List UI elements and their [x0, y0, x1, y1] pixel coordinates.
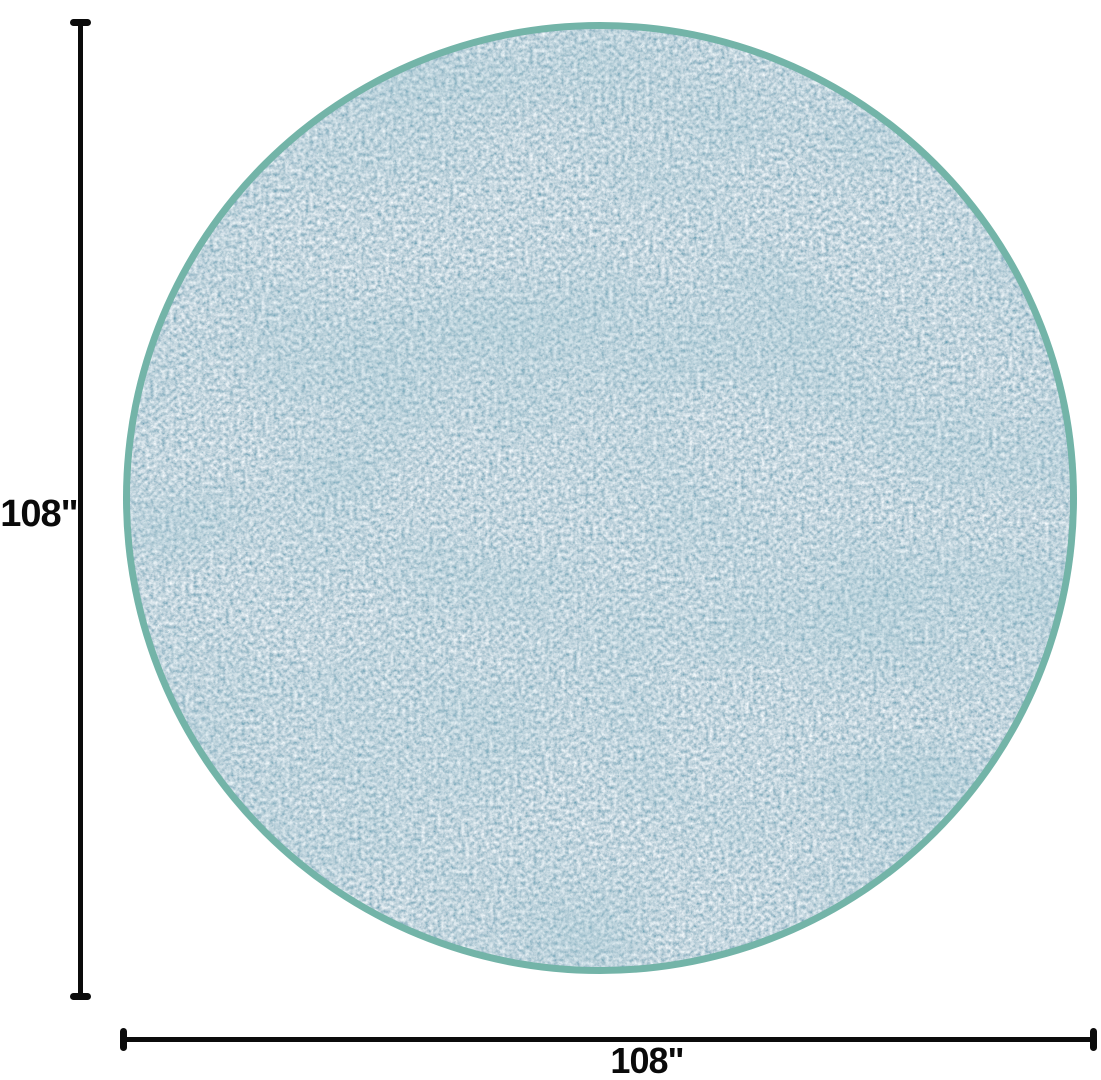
height-dimension-endcap-top — [70, 19, 91, 26]
width-dimension-endcap-right — [1090, 1028, 1097, 1051]
height-dimension-endcap-bottom — [70, 993, 91, 1000]
height-dimension-label: 108" — [0, 493, 78, 535]
width-dimension-label: 108" — [610, 1040, 684, 1080]
width-dimension-endcap-left — [120, 1028, 127, 1051]
rug-pile-texture — [130, 29, 1070, 967]
width-dimension-line — [123, 1037, 1094, 1042]
rug-image — [123, 22, 1077, 974]
height-dimension-line — [78, 22, 83, 997]
